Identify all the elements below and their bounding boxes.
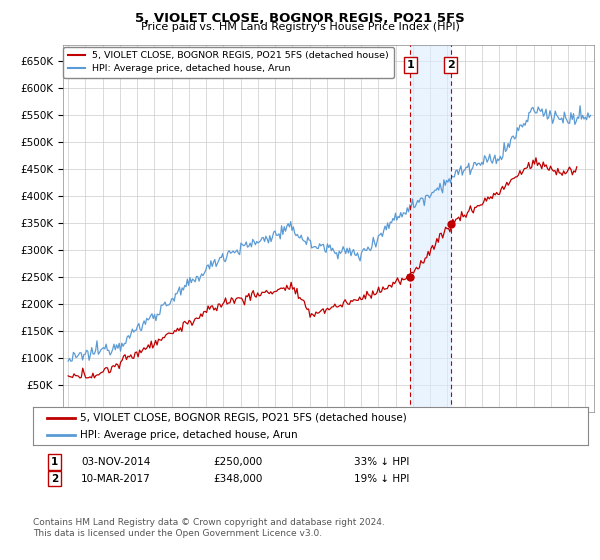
Text: 10-MAR-2017: 10-MAR-2017 <box>81 474 151 484</box>
Text: This data is licensed under the Open Government Licence v3.0.: This data is licensed under the Open Gov… <box>33 529 322 538</box>
Text: £250,000: £250,000 <box>213 457 262 467</box>
Legend: 5, VIOLET CLOSE, BOGNOR REGIS, PO21 5FS (detached house), HPI: Average price, de: 5, VIOLET CLOSE, BOGNOR REGIS, PO21 5FS … <box>63 46 394 78</box>
Text: Contains HM Land Registry data © Crown copyright and database right 2024.: Contains HM Land Registry data © Crown c… <box>33 518 385 527</box>
Text: 5, VIOLET CLOSE, BOGNOR REGIS, PO21 5FS (detached house): 5, VIOLET CLOSE, BOGNOR REGIS, PO21 5FS … <box>80 413 407 423</box>
Text: 19% ↓ HPI: 19% ↓ HPI <box>354 474 409 484</box>
Text: 2: 2 <box>447 60 455 70</box>
Text: £348,000: £348,000 <box>213 474 262 484</box>
Text: 33% ↓ HPI: 33% ↓ HPI <box>354 457 409 467</box>
Text: 1: 1 <box>406 60 414 70</box>
Text: HPI: Average price, detached house, Arun: HPI: Average price, detached house, Arun <box>80 430 298 440</box>
Text: Price paid vs. HM Land Registry's House Price Index (HPI): Price paid vs. HM Land Registry's House … <box>140 22 460 32</box>
Text: 5, VIOLET CLOSE, BOGNOR REGIS, PO21 5FS: 5, VIOLET CLOSE, BOGNOR REGIS, PO21 5FS <box>135 12 465 25</box>
Text: 2: 2 <box>51 474 58 484</box>
Bar <box>410 45 451 412</box>
Text: 03-NOV-2014: 03-NOV-2014 <box>81 457 151 467</box>
Text: 1: 1 <box>51 457 58 467</box>
